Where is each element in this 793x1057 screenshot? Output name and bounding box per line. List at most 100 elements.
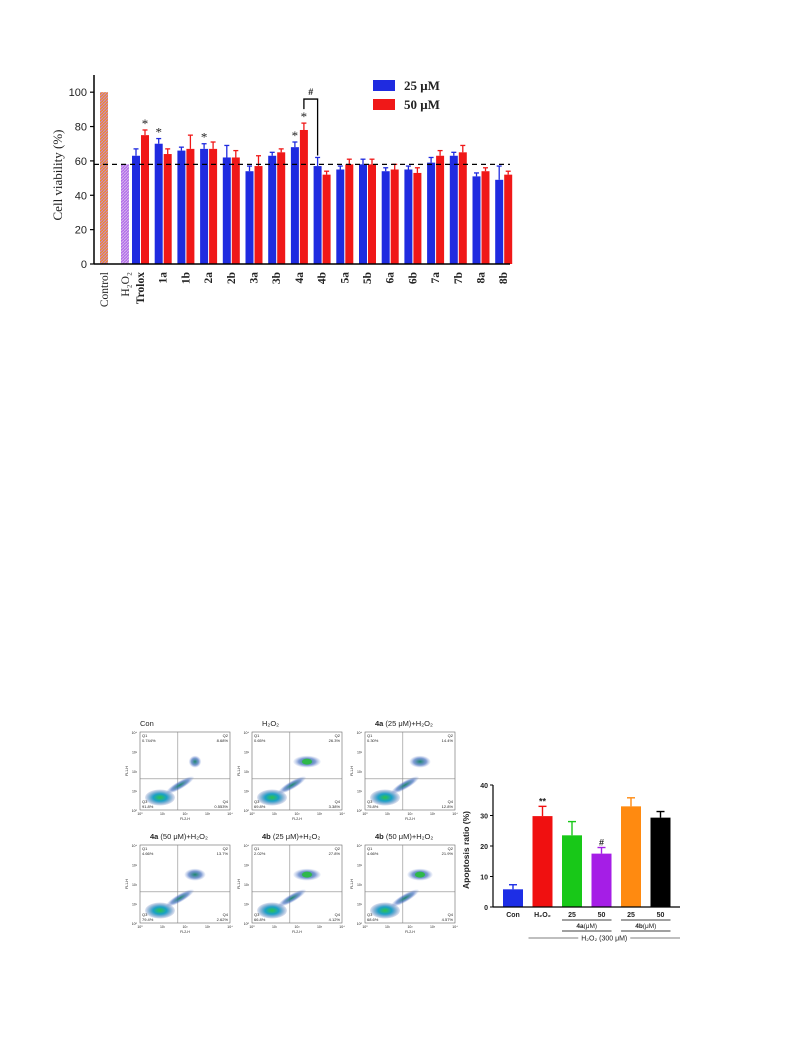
x-tick-label: 10¹ xyxy=(385,812,391,816)
panel-title: H₂O₂ xyxy=(262,719,279,728)
x-tick-label: 1b xyxy=(180,272,192,284)
bar-2 xyxy=(562,835,582,907)
x-axis-label: FL2-H xyxy=(405,817,415,821)
apoptosis-ratio-chart: ** # 0 10 20 30 40 Con H₂O₂ 25 50 25 50 4a(μM) 4b(μ… xyxy=(461,783,680,943)
q2-value: 14.4% xyxy=(442,738,454,743)
q1-value: 0.744% xyxy=(142,738,156,743)
bar-1b-25uM xyxy=(177,150,186,264)
x-tick-label: 6a xyxy=(385,272,397,284)
legend-swatch xyxy=(373,80,395,91)
bar-7b-50uM xyxy=(458,152,467,264)
cell-scatter xyxy=(278,776,306,794)
q2-value: 13.7% xyxy=(217,851,229,856)
bar-group xyxy=(100,92,513,264)
x-tick-label: 10⁰ xyxy=(362,812,368,816)
x-tick-label: 10⁰ xyxy=(362,925,368,929)
y-tick-label: 100 xyxy=(69,87,87,99)
x-tick-label: 3b xyxy=(271,272,283,284)
q4-label: Q4 xyxy=(335,912,341,917)
x-tick-label: 10¹ xyxy=(160,812,166,816)
q2-value: 26.3% xyxy=(329,738,341,743)
x-tick-label: 10⁰ xyxy=(137,925,143,929)
x-tick-label: 10¹ xyxy=(272,925,278,929)
x-tick-label: 25 xyxy=(568,912,576,919)
x-tick-label: 25 xyxy=(627,912,635,919)
q1-label: Q1 xyxy=(254,733,260,738)
bar-7a-50uM xyxy=(436,155,445,264)
cell-cluster-core xyxy=(302,871,312,878)
q2-label: Q2 xyxy=(335,846,341,851)
y-tick-label: 20 xyxy=(480,844,488,851)
x-tick-label: 4b xyxy=(317,272,329,284)
x-tick-label: 10⁴ xyxy=(227,812,233,816)
x-tick-label: Con xyxy=(506,912,520,919)
q4-value: 4.57% xyxy=(442,917,454,922)
x-tick-label: 10³ xyxy=(317,812,323,816)
y-tick-label: 20 xyxy=(75,225,87,237)
y-tick-label: 10¹ xyxy=(357,790,363,794)
q2-label: Q2 xyxy=(223,846,229,851)
x-tick-label: 10³ xyxy=(205,812,211,816)
y-tick-label: 10⁰ xyxy=(244,922,250,926)
y-tick-label: 10² xyxy=(357,770,363,774)
bar-7b-25uM xyxy=(449,155,458,264)
y-tick-label: 10¹ xyxy=(132,903,138,907)
bar-3b-50uM xyxy=(277,152,286,264)
bar-1a-25uM xyxy=(154,143,163,264)
y-tick-label: 10² xyxy=(357,883,363,887)
x-tick-label: 10³ xyxy=(317,925,323,929)
x-tick-labels: Control H₂O₂ Trolox 1a 1b 2a 2b 3a 3b 4a 4b 5a 5b 6a 6… xyxy=(99,272,510,307)
panel-title: 4b (25 μM)+H₂O₂ xyxy=(262,832,320,841)
bar-7a-25uM xyxy=(427,162,436,264)
y-tick-label: 10³ xyxy=(244,751,250,755)
x-axis-label: FL2-H xyxy=(292,817,302,821)
y-tick-label: 10³ xyxy=(132,751,138,755)
bar-group: ** # xyxy=(503,796,671,907)
q1-label: Q1 xyxy=(367,846,373,851)
x-tick-label: 10⁰ xyxy=(249,812,255,816)
bar-Trolox-25uM xyxy=(132,155,140,264)
y-tick-label: 40 xyxy=(480,783,488,790)
x-tick-label: 10² xyxy=(294,812,300,816)
bar-4b-50uM xyxy=(322,174,331,264)
bar-8a-50uM xyxy=(481,171,490,264)
bar-1b-50uM xyxy=(186,148,195,264)
bar-1 xyxy=(532,816,553,907)
group-labels: 4a(μM) 4b(μM) H₂O₂ (300 μM) xyxy=(528,919,680,943)
x-axis-label: FL2-H xyxy=(292,930,302,934)
group-label: 4b(μM) xyxy=(635,923,656,930)
y-tick-label: 30 xyxy=(480,814,488,821)
cell-cluster-core xyxy=(302,758,312,765)
y-tick-label: 10¹ xyxy=(244,903,250,907)
x-tick-label: 10³ xyxy=(205,925,211,929)
x-tick-label: 10⁴ xyxy=(452,812,458,816)
bar-3a-25uM xyxy=(245,171,254,264)
q1-value: 4.66% xyxy=(367,851,379,856)
y-tick-labels: 0 20 40 60 80 100 xyxy=(69,87,94,271)
x-tick-label: 1a xyxy=(158,272,170,284)
q2-label: Q2 xyxy=(448,846,454,851)
y-tick-label: 10⁰ xyxy=(357,809,363,813)
q3-value: 79.4% xyxy=(142,917,154,922)
y-tick-label: 10⁴ xyxy=(132,844,138,848)
x-tick-label: 10³ xyxy=(430,925,436,929)
bar-4a-50uM xyxy=(299,129,308,264)
x-tick-label: 10⁴ xyxy=(227,925,233,929)
y-tick-label: 10² xyxy=(132,883,138,887)
bar-3 xyxy=(591,853,612,907)
bar-8b-25uM xyxy=(495,179,504,264)
bar-5a-25uM xyxy=(336,169,345,264)
x-tick-label: 10⁴ xyxy=(339,925,345,929)
q4-label: Q4 xyxy=(335,799,341,804)
bar-8b-50uM xyxy=(504,174,513,264)
q3-label: Q3 xyxy=(142,912,148,917)
q3-label: Q3 xyxy=(367,912,373,917)
x-tick-label: 10² xyxy=(182,812,188,816)
y-tick-label: 10¹ xyxy=(357,903,363,907)
cell-scatter xyxy=(166,776,194,794)
panel-title: 4b (50 μM)+H₂O₂ xyxy=(375,832,433,841)
